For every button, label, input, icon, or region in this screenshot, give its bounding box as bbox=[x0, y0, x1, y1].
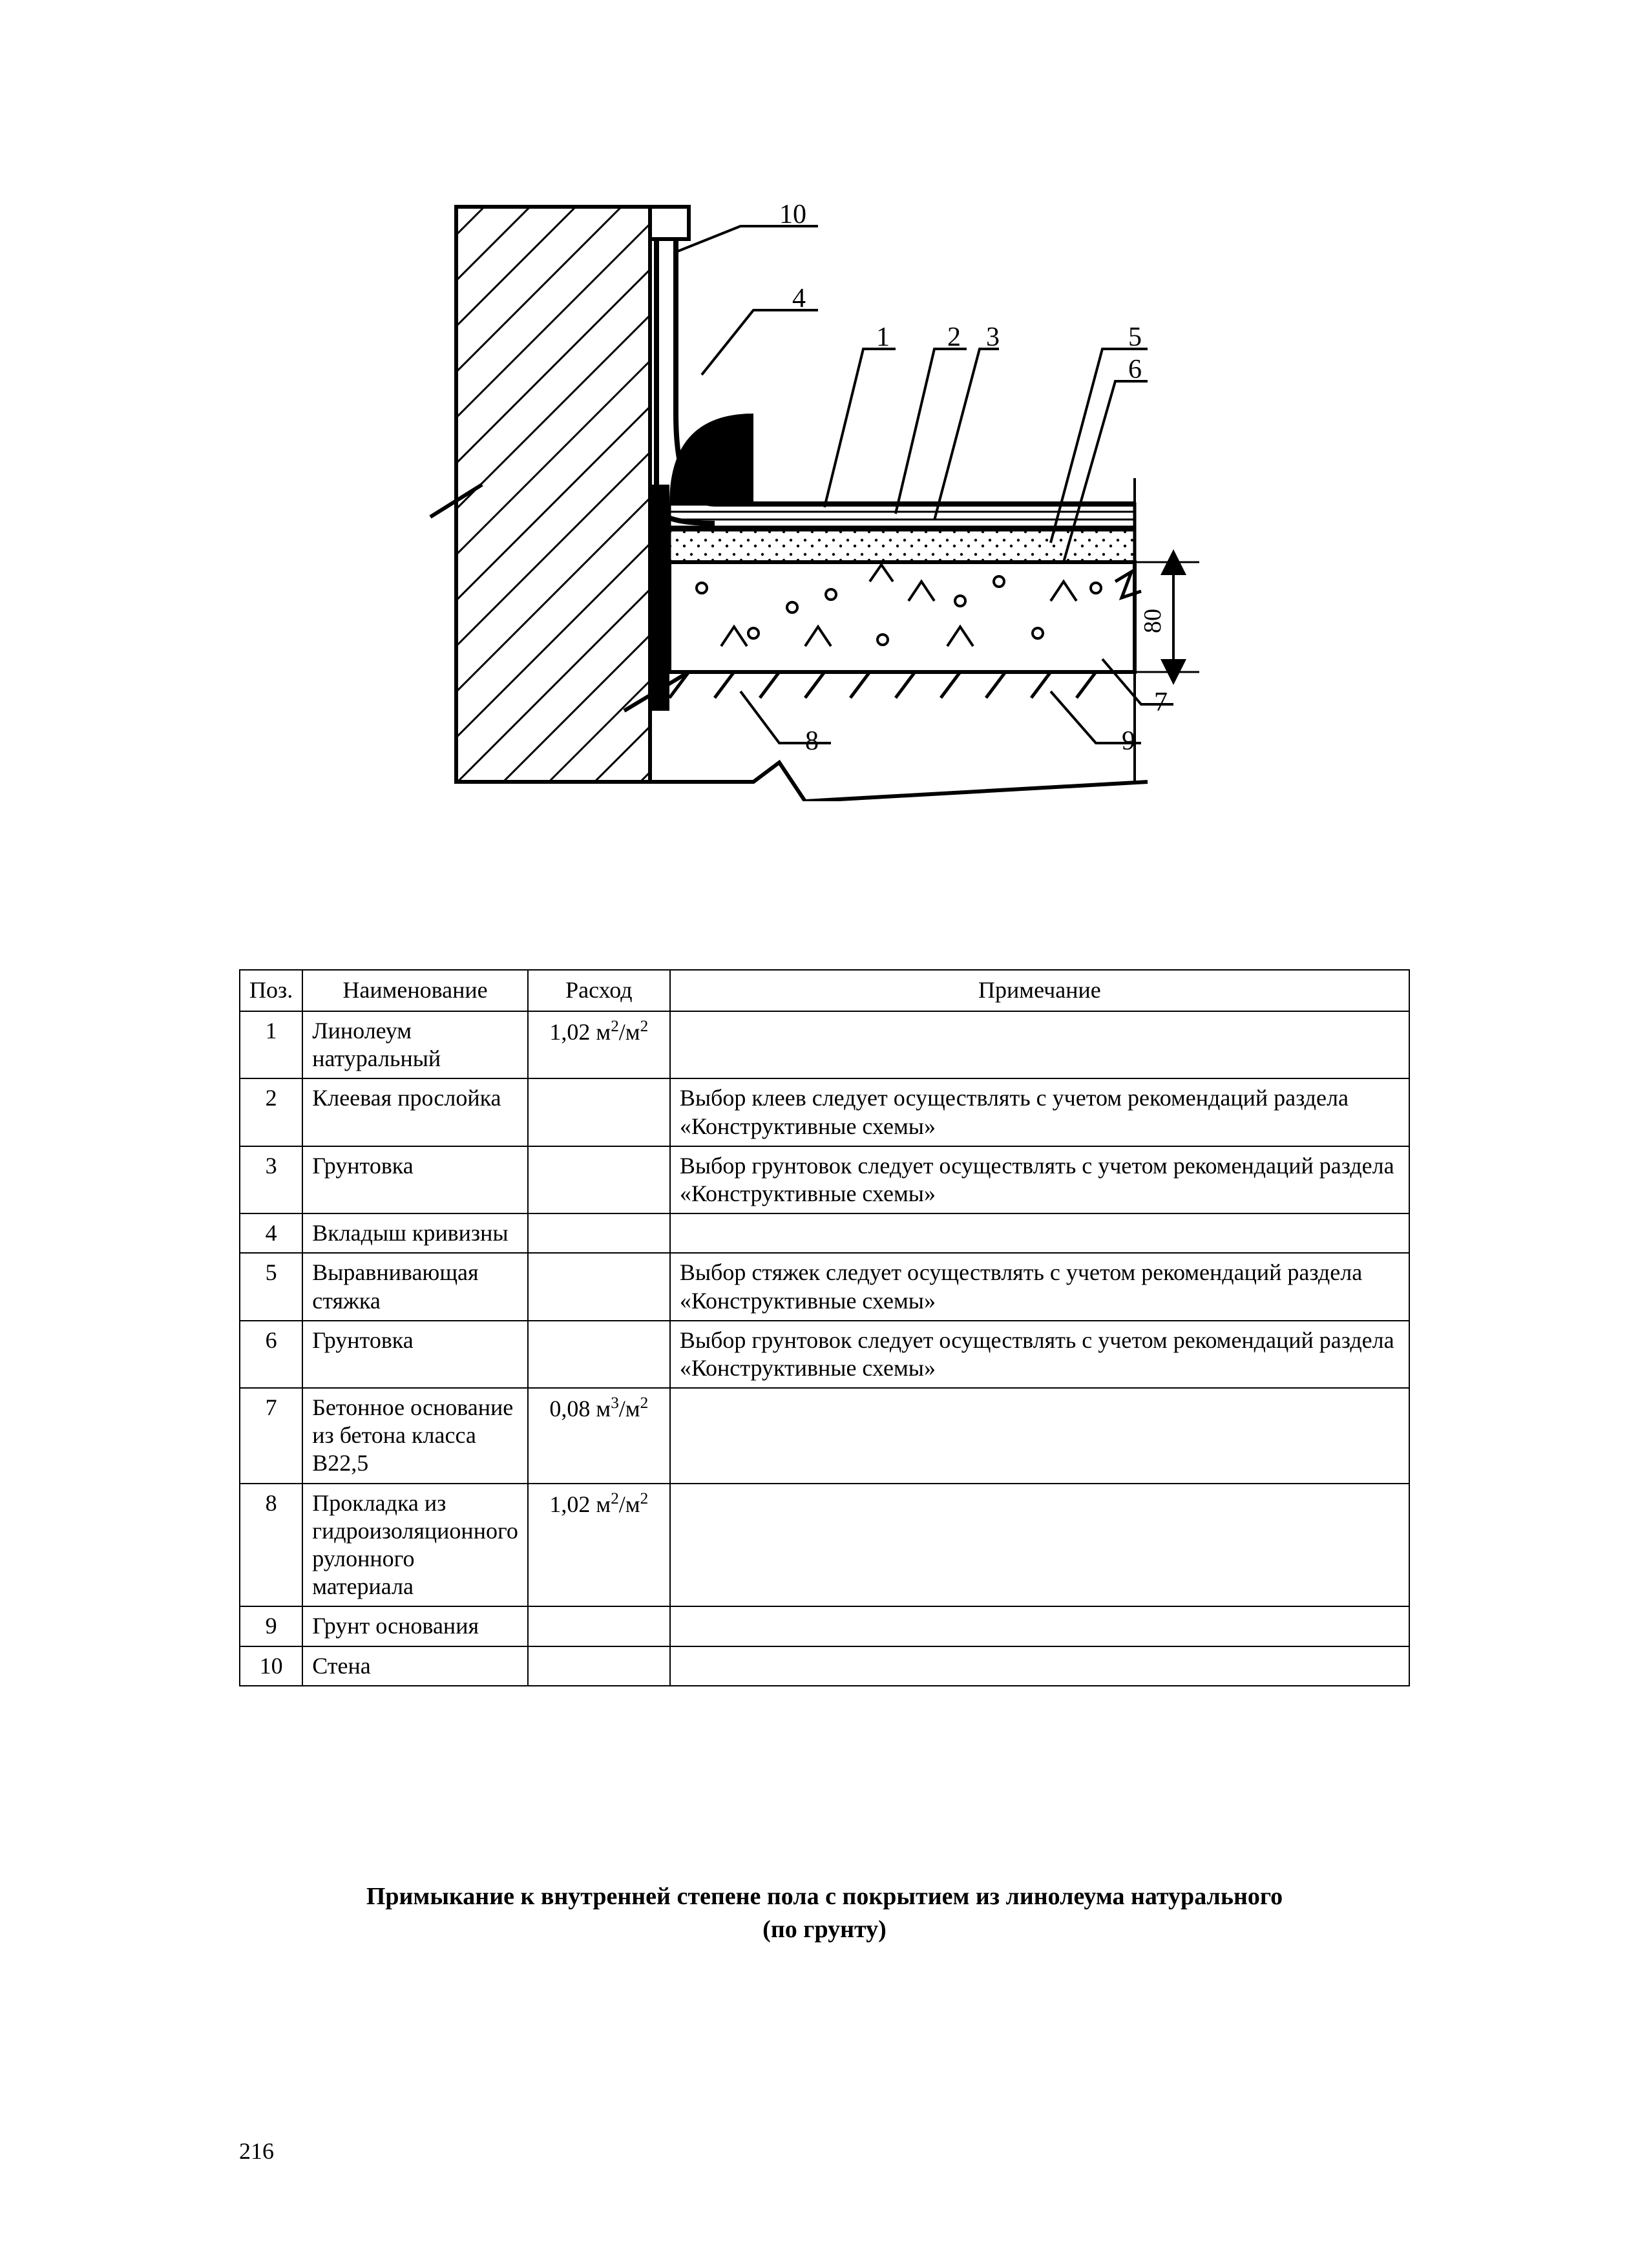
floor-wall-section-diagram: 80 bbox=[417, 181, 1232, 801]
callout-9: 9 bbox=[1122, 726, 1135, 756]
cell-note: Выбор грунтовок следует осуществлять с у… bbox=[670, 1146, 1409, 1213]
callout-10: 10 bbox=[779, 200, 806, 229]
cell-name: Грунтовка bbox=[302, 1146, 528, 1213]
callout-8: 8 bbox=[805, 726, 819, 756]
cell-consumption bbox=[528, 1213, 670, 1253]
table-row: 5Выравнивающая стяжка Выбор стяжек следуе… bbox=[240, 1253, 1409, 1320]
cell-consumption bbox=[528, 1606, 670, 1646]
col-cons: Расход bbox=[528, 970, 670, 1011]
cell-pos: 7 bbox=[240, 1388, 302, 1484]
cell-consumption: 1,02 м2/м2 bbox=[528, 1011, 670, 1078]
diagram-container: 80 bbox=[239, 181, 1410, 801]
cell-pos: 8 bbox=[240, 1484, 302, 1607]
cell-note: Выбор стяжек следует осуществлять с учет… bbox=[670, 1253, 1409, 1320]
table-row: 1Линолеум натуральный1,02 м2/м2 bbox=[240, 1011, 1409, 1078]
table-row: 3Грунтовка Выбор грунтовок следует осущес… bbox=[240, 1146, 1409, 1213]
callout-7: 7 bbox=[1154, 688, 1168, 717]
cell-name: Прокладка из гидроизоляционного рулонног… bbox=[302, 1484, 528, 1607]
cell-note: Выбор клеев следует осуществлять с учето… bbox=[670, 1078, 1409, 1146]
cell-pos: 3 bbox=[240, 1146, 302, 1213]
cell-pos: 10 bbox=[240, 1646, 302, 1686]
col-note: Примечание bbox=[670, 970, 1409, 1011]
cell-name: Клеевая прослойка bbox=[302, 1078, 528, 1146]
cell-pos: 1 bbox=[240, 1011, 302, 1078]
cell-name: Бетонное основание из бетона класса В22,… bbox=[302, 1388, 528, 1484]
col-name: Наименование bbox=[302, 970, 528, 1011]
cell-consumption bbox=[528, 1646, 670, 1686]
table-header-row: Поз. Наименование Расход Примечание bbox=[240, 970, 1409, 1011]
cell-name: Линолеум натуральный bbox=[302, 1011, 528, 1078]
callout-2: 2 bbox=[947, 322, 961, 352]
caption-line2: (по грунту) bbox=[762, 1916, 887, 1943]
table-row: 8Прокладка из гидроизоляционного рулонно… bbox=[240, 1484, 1409, 1607]
cell-pos: 9 bbox=[240, 1606, 302, 1646]
cell-pos: 2 bbox=[240, 1078, 302, 1146]
table-row: 9Грунт основания bbox=[240, 1606, 1409, 1646]
cell-name: Грунт основания bbox=[302, 1606, 528, 1646]
cell-note bbox=[670, 1646, 1409, 1686]
dim-80-label: 80 bbox=[1139, 609, 1166, 633]
page-number: 216 bbox=[239, 2137, 274, 2165]
cell-name: Выравнивающая стяжка bbox=[302, 1253, 528, 1320]
cell-note bbox=[670, 1484, 1409, 1607]
cell-note bbox=[670, 1213, 1409, 1253]
cell-note bbox=[670, 1011, 1409, 1078]
callout-5: 5 bbox=[1128, 322, 1142, 352]
cell-consumption bbox=[528, 1146, 670, 1213]
cell-consumption: 1,02 м2/м2 bbox=[528, 1484, 670, 1607]
caption-line1: Примыкание к внутренней степене пола с п… bbox=[366, 1883, 1283, 1910]
cell-pos: 4 bbox=[240, 1213, 302, 1253]
table-row: 4Вкладыш кривизны bbox=[240, 1213, 1409, 1253]
callout-3: 3 bbox=[986, 322, 1000, 352]
table-row: 10Стена bbox=[240, 1646, 1409, 1686]
cell-note: Выбор грунтовок следует осуществлять с у… bbox=[670, 1321, 1409, 1388]
cell-name: Вкладыш кривизны bbox=[302, 1213, 528, 1253]
cell-consumption bbox=[528, 1078, 670, 1146]
cell-consumption bbox=[528, 1253, 670, 1320]
cell-name: Стена bbox=[302, 1646, 528, 1686]
cell-note bbox=[670, 1388, 1409, 1484]
figure-caption: Примыкание к внутренней степене пола с п… bbox=[239, 1880, 1410, 1947]
callout-6: 6 bbox=[1128, 355, 1142, 384]
table-row: 7Бетонное основание из бетона класса В22… bbox=[240, 1388, 1409, 1484]
cell-note bbox=[670, 1606, 1409, 1646]
cell-pos: 5 bbox=[240, 1253, 302, 1320]
callout-4: 4 bbox=[792, 284, 806, 313]
cell-consumption bbox=[528, 1321, 670, 1388]
cell-consumption: 0,08 м3/м2 bbox=[528, 1388, 670, 1484]
cell-name: Грунтовка bbox=[302, 1321, 528, 1388]
col-pos: Поз. bbox=[240, 970, 302, 1011]
cell-pos: 6 bbox=[240, 1321, 302, 1388]
callout-1: 1 bbox=[876, 322, 890, 352]
specification-table: Поз. Наименование Расход Примечание 1Лин… bbox=[239, 969, 1410, 1686]
table-row: 6Грунтовка Выбор грунтовок следует осущес… bbox=[240, 1321, 1409, 1388]
table-row: 2Клеевая прослойка Выбор клеев следует ос… bbox=[240, 1078, 1409, 1146]
